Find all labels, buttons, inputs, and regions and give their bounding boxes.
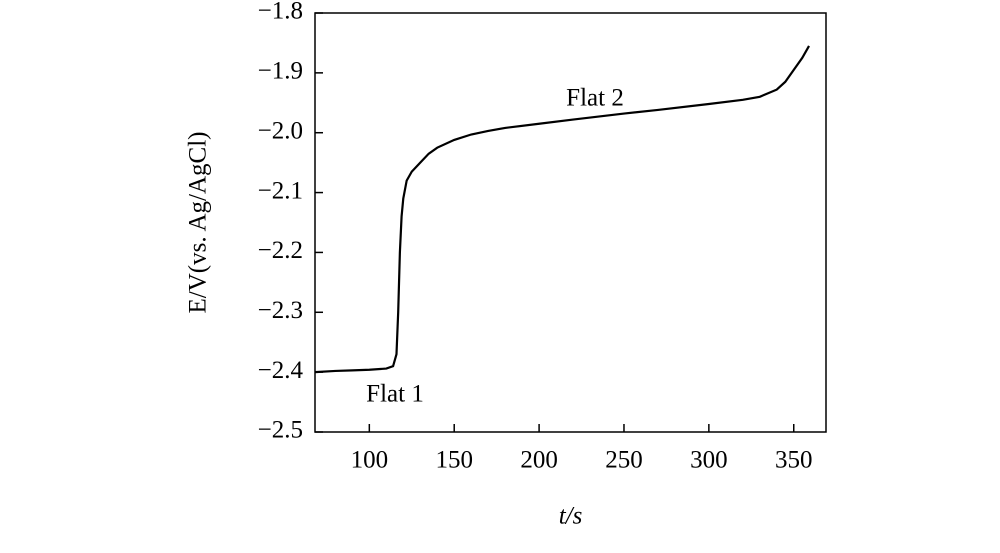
y-tick-label: −2.4 (258, 357, 304, 384)
x-tick-label: 300 (690, 447, 728, 474)
y-tick-label: −2.2 (258, 237, 303, 264)
annotation: Flat 2 (566, 85, 624, 112)
y-axis-label: E/V(vs. Ag/AgCl) (185, 132, 212, 314)
y-tick-label: −2.5 (258, 417, 303, 444)
x-tick-label: 250 (605, 447, 643, 474)
y-tick-label: −2.1 (258, 177, 303, 204)
y-tick-label: −1.9 (258, 58, 303, 85)
x-tick-label: 100 (351, 447, 389, 474)
x-tick-label: 200 (520, 447, 558, 474)
data-line (314, 45, 810, 374)
x-tick-label: 150 (435, 447, 473, 474)
x-tick-label: 350 (775, 447, 813, 474)
y-tick-label: −2.0 (258, 117, 303, 144)
annotation: Flat 1 (366, 381, 424, 408)
plot-frame (314, 12, 827, 433)
y-tick-label: −1.8 (258, 0, 303, 25)
x-axis-label: t/s (559, 503, 583, 530)
y-tick-label: −2.3 (258, 297, 303, 324)
